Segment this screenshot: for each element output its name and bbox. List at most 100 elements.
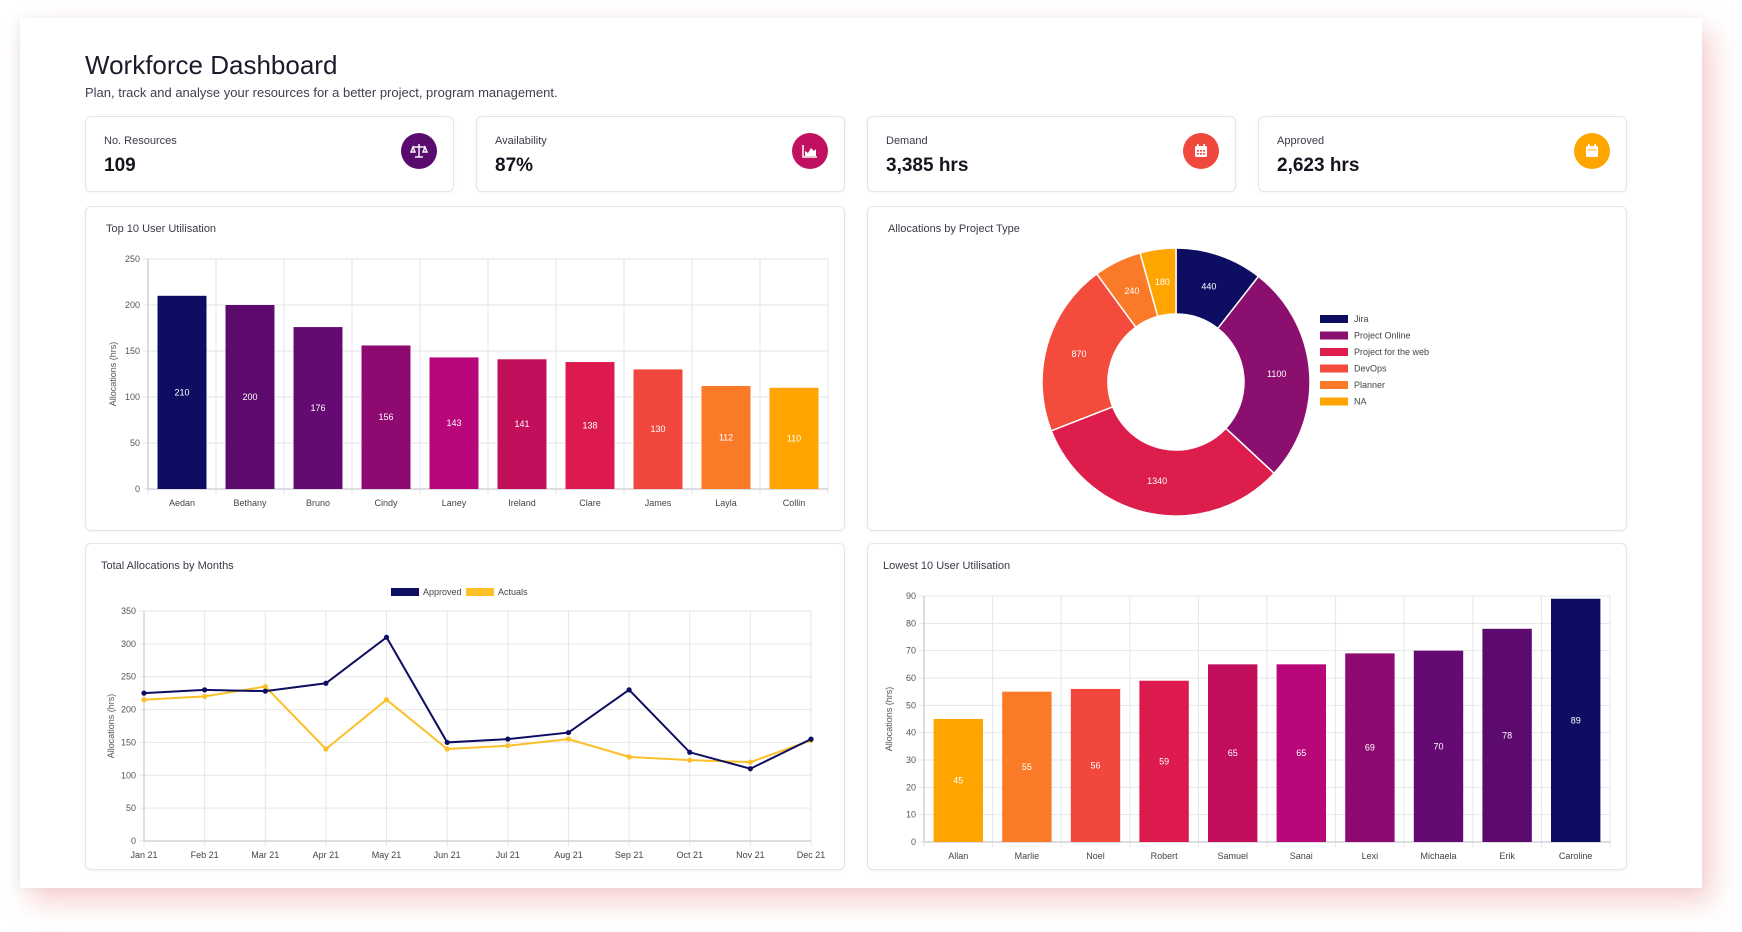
x-tick-label: Erik: [1499, 851, 1515, 861]
point-actuals: [262, 683, 268, 690]
point-approved: [626, 687, 632, 693]
x-tick-label: Apr 21: [313, 850, 340, 860]
page-subtitle: Plan, track and analyse your resources f…: [85, 85, 558, 100]
point-actuals: [565, 736, 572, 742]
y-tick-label: 80: [906, 618, 916, 628]
bar-robert: [1139, 680, 1189, 842]
x-tick-label: Layla: [715, 498, 737, 508]
page-title: Workforce Dashboard: [85, 50, 338, 80]
slice-value-label: 240: [1124, 286, 1139, 296]
bar-value-label: 55: [1022, 762, 1032, 772]
bar-value-label: 210: [174, 387, 189, 397]
point-approved: [383, 634, 390, 640]
bar-value-label: 138: [582, 421, 597, 431]
legend-label: NA: [1354, 397, 1367, 407]
slice-value-label: 870: [1071, 349, 1086, 359]
x-tick-label: Aug 21: [554, 850, 583, 860]
lowest10-panel: Lowest 10 User Utilisation 0 10 20 30 40 50 60…: [867, 543, 1627, 870]
project-type-donut-chart: 440 1100 1340 870 240 180 Jira Project Online Pr…: [1041, 247, 1429, 517]
x-tick-label: Oct 21: [676, 850, 703, 860]
top10-panel: Top 10 User Utilisation 0 50 100 150 200 250 A…: [85, 206, 845, 531]
y-axis-label: Allocations (hrs): [108, 342, 118, 407]
x-tick-label: Nov 21: [736, 850, 765, 860]
x-tick-label: Sep 21: [615, 850, 644, 860]
x-tick-label: Sanai: [1290, 851, 1313, 861]
kpi-card-approved[interactable]: Approved 2,623 hrs: [1258, 116, 1627, 192]
slice-value-label: 180: [1155, 277, 1170, 287]
bar-james: [633, 369, 683, 489]
point-actuals: [444, 746, 450, 752]
y-axis-label: Allocations (hrs): [884, 687, 894, 752]
point-actuals: [323, 746, 329, 752]
x-tick-label: Mar 21: [251, 850, 279, 860]
area-chart-icon: [792, 133, 828, 169]
y-tick-label: 50: [906, 700, 916, 710]
bar-aedan: [157, 295, 207, 489]
x-tick-label: Ireland: [508, 498, 536, 508]
y-tick-label: 0: [911, 837, 916, 847]
bar-cindy: [361, 345, 411, 489]
bar-caroline: [1551, 598, 1601, 842]
kpi-card-availability[interactable]: Availability 87%: [476, 116, 845, 192]
point-approved: [505, 736, 511, 742]
x-tick-label: Jul 21: [496, 850, 520, 860]
point-approved: [444, 739, 450, 746]
x-tick-label: Bethany: [233, 498, 267, 508]
x-tick-label: Lexi: [1362, 851, 1379, 861]
kpi-label: Approved: [1277, 135, 1325, 147]
point-approved: [202, 687, 208, 693]
kpi-label: Demand: [886, 135, 928, 147]
slice-project-online: [1216, 275, 1311, 475]
bar-bethany: [225, 305, 275, 489]
top10-bar-chart: 0 50 100 150 200 250 Allocations (hrs) 210 Aedan…: [108, 254, 829, 508]
legend-swatch: [1320, 315, 1348, 323]
y-tick-label: 200: [125, 300, 140, 310]
point-actuals: [383, 697, 390, 703]
calendar-grid-icon: [1183, 133, 1219, 169]
legend-swatch: [1320, 331, 1348, 340]
point-actuals: [687, 757, 693, 763]
bar-value-label: 156: [378, 412, 393, 422]
bar-value-label: 200: [242, 392, 257, 402]
bar-value-label: 141: [514, 419, 529, 429]
point-actuals: [141, 697, 147, 703]
y-tick-label: 50: [126, 803, 136, 813]
x-tick-label: Aedan: [169, 498, 195, 508]
y-tick-label: 150: [125, 346, 140, 356]
calendar-icon: [1574, 133, 1610, 169]
y-tick-label: 10: [906, 810, 916, 820]
slice-na: [1139, 247, 1177, 318]
legend-swatch: [1320, 364, 1348, 373]
kpi-card-resources[interactable]: No. Resources 109: [85, 116, 454, 192]
series-line-actuals: [143, 685, 812, 764]
kpi-label: No. Resources: [104, 135, 177, 147]
bar-value-label: 59: [1159, 756, 1169, 766]
panel-title: Total Allocations by Months: [101, 560, 234, 572]
slice-devops: [1041, 272, 1137, 432]
legend-swatch: [1320, 381, 1348, 389]
x-tick-label: Caroline: [1559, 851, 1593, 861]
slice-project-for-the-web: [1050, 405, 1276, 517]
point-actuals: [505, 743, 511, 749]
slice-value-label: 1100: [1267, 369, 1286, 379]
bar-collin: [769, 387, 819, 489]
panel-title: Top 10 User Utilisation: [106, 223, 217, 235]
bar-value-label: 112: [719, 432, 733, 442]
kpi-value: 2,623 hrs: [1277, 155, 1360, 176]
x-tick-label: Samuel: [1217, 851, 1248, 861]
x-tick-label: Bruno: [306, 498, 330, 508]
x-tick-label: Dec 21: [797, 850, 826, 860]
bar-value-label: 65: [1228, 748, 1238, 758]
x-tick-label: Jan 21: [130, 850, 157, 860]
point-approved: [687, 749, 693, 755]
y-tick-label: 70: [906, 646, 916, 656]
kpi-label: Availability: [495, 135, 547, 147]
bar-value-label: 70: [1433, 741, 1443, 751]
bar-value-label: 176: [310, 403, 325, 413]
y-tick-label: 90: [906, 591, 916, 601]
x-tick-label: Laney: [442, 498, 467, 508]
kpi-card-demand[interactable]: Demand 3,385 hrs: [867, 116, 1236, 192]
x-tick-label: Collin: [783, 498, 806, 508]
legend-label: Planner: [1354, 380, 1385, 390]
legend-swatch: [1320, 348, 1348, 356]
